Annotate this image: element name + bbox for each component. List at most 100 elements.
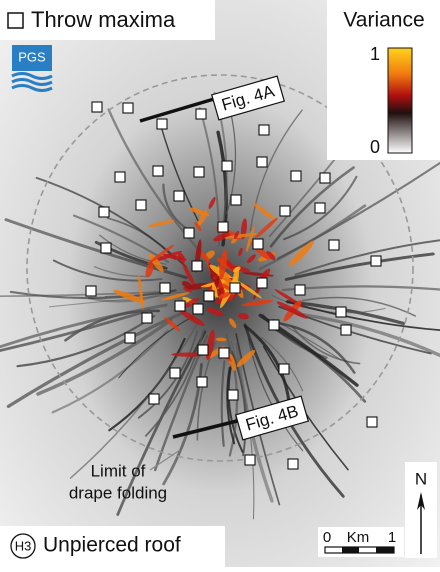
variance-blob bbox=[219, 249, 228, 280]
streak bbox=[137, 330, 199, 419]
north-arrowhead bbox=[417, 492, 425, 510]
variance-blob bbox=[228, 353, 237, 371]
streak bbox=[35, 176, 188, 268]
variance-blob bbox=[238, 247, 243, 257]
throw-maximum bbox=[203, 290, 215, 302]
variance-blob bbox=[188, 207, 210, 216]
horizon-badge-circle bbox=[10, 533, 36, 559]
variance-blob bbox=[179, 310, 205, 327]
variance-blob bbox=[213, 232, 230, 242]
variance-blob bbox=[145, 262, 154, 278]
variance-blob bbox=[183, 297, 199, 309]
streak bbox=[227, 358, 244, 453]
streak bbox=[226, 106, 237, 214]
throw-maximum bbox=[256, 156, 268, 168]
throw-maximum bbox=[152, 165, 164, 177]
throw-maximum bbox=[370, 255, 382, 267]
variance-blob bbox=[177, 252, 186, 263]
streak bbox=[69, 322, 199, 479]
logo-box bbox=[12, 45, 52, 71]
throw-maximum bbox=[252, 238, 264, 250]
variance-blob bbox=[171, 352, 206, 357]
variance-blob bbox=[288, 240, 315, 267]
streak bbox=[260, 336, 304, 392]
throw-maximum bbox=[193, 166, 205, 178]
variance-blob bbox=[224, 233, 258, 239]
scale-segment bbox=[376, 547, 394, 553]
streak bbox=[243, 324, 291, 407]
variance-blob bbox=[236, 280, 262, 299]
throw-maximum bbox=[100, 242, 112, 254]
label-box bbox=[234, 395, 310, 441]
throw-maximum bbox=[227, 389, 239, 401]
throw-maximum bbox=[191, 260, 203, 272]
streak bbox=[274, 321, 356, 374]
throw-maximum bbox=[122, 102, 134, 114]
variance-blob bbox=[160, 292, 190, 301]
throw-maximum bbox=[173, 190, 185, 202]
streak bbox=[104, 291, 182, 298]
variance-blob bbox=[218, 292, 230, 299]
streak bbox=[0, 303, 168, 349]
throw-maximum bbox=[148, 393, 160, 405]
section-line bbox=[139, 97, 215, 123]
variance-blob bbox=[234, 230, 239, 239]
streak bbox=[283, 175, 358, 241]
throw-maximum bbox=[218, 347, 230, 359]
legend-label: Throw maxima bbox=[31, 7, 176, 32]
throw-maximum bbox=[217, 221, 229, 233]
horizon-badge: H3 bbox=[15, 538, 32, 553]
streak bbox=[16, 314, 156, 368]
streak bbox=[36, 318, 173, 396]
variance-blob bbox=[205, 250, 215, 260]
throw-maximum bbox=[230, 194, 242, 206]
logo-waves bbox=[11, 72, 53, 92]
streak bbox=[4, 218, 188, 280]
horizon-label: Unpierced roof bbox=[43, 534, 181, 557]
legend-marker bbox=[7, 12, 24, 29]
variance-blob bbox=[215, 337, 227, 342]
streak bbox=[294, 239, 440, 276]
throw-maximum bbox=[135, 199, 147, 211]
scale-end: 1 bbox=[388, 529, 396, 546]
variance-blob bbox=[228, 318, 237, 329]
throw-maximum bbox=[278, 363, 290, 375]
streak bbox=[226, 366, 236, 445]
variance-blob bbox=[237, 312, 249, 320]
colorbar-box bbox=[327, 0, 440, 160]
streak bbox=[285, 300, 440, 332]
throw-maximum bbox=[196, 376, 208, 388]
throw-maximum bbox=[91, 101, 103, 113]
throw-maximum bbox=[197, 344, 209, 356]
throw-maximum bbox=[221, 160, 233, 172]
streak bbox=[220, 360, 226, 447]
variance-blob bbox=[241, 299, 273, 307]
variance-blob bbox=[208, 196, 216, 209]
variance-blob bbox=[183, 287, 193, 293]
throw-maximum bbox=[124, 332, 136, 344]
streak bbox=[9, 289, 177, 300]
variance-blob bbox=[206, 307, 224, 316]
throw-maximum bbox=[335, 306, 347, 318]
variance-blob bbox=[252, 202, 276, 221]
variance-blob bbox=[148, 219, 175, 227]
streak bbox=[51, 329, 169, 414]
throw-maximum bbox=[174, 300, 186, 312]
streak bbox=[297, 312, 440, 358]
throw-maximum bbox=[98, 206, 110, 218]
throw-maximum bbox=[229, 282, 241, 294]
streak bbox=[6, 309, 188, 408]
variance-blob bbox=[246, 254, 256, 264]
throw-maximum bbox=[244, 454, 256, 466]
streak bbox=[249, 109, 303, 232]
section-line bbox=[172, 418, 242, 439]
colorbar-min: 0 bbox=[370, 137, 380, 157]
colorbar-title: Variance bbox=[343, 9, 424, 32]
streak bbox=[284, 252, 435, 281]
scale-start: 0 bbox=[323, 529, 331, 546]
colorbar-max: 1 bbox=[370, 44, 380, 64]
throw-maximum bbox=[287, 458, 299, 470]
throw-maximum bbox=[195, 108, 207, 120]
throw-maximum bbox=[183, 227, 195, 239]
throw-maximum bbox=[328, 239, 340, 251]
